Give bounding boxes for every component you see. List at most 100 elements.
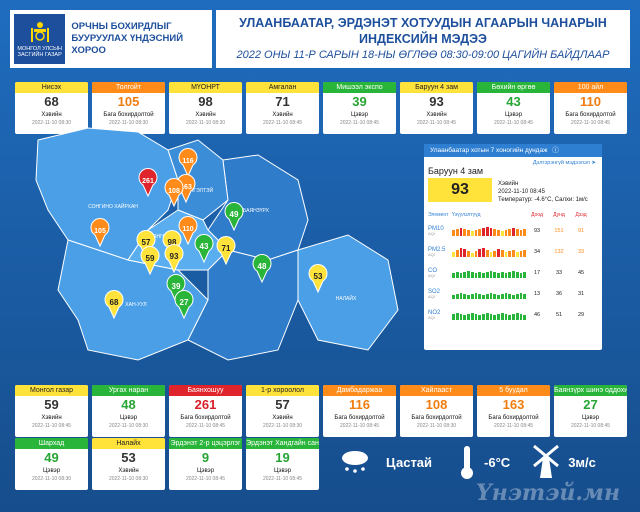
aqi-status: Бага бохирдолтой [334, 415, 385, 421]
trend-bar [478, 293, 481, 299]
station-pin[interactable]: 27 [174, 290, 194, 320]
trend-bar [467, 313, 470, 320]
trend-bar [485, 271, 489, 278]
station-pin[interactable]: 48 [252, 254, 272, 284]
org-name: ОРЧНЫ БОХИРДЛЫГ БУУРУУЛАХ ҮНДЭСНИЙ ХОРОО [71, 21, 184, 56]
trend-bar [474, 272, 478, 278]
thermometer-icon [461, 446, 474, 479]
station-pin[interactable]: 261 [138, 168, 158, 198]
aqi-value: 110 [580, 94, 601, 109]
pin-value: 108 [168, 188, 180, 195]
trend-bar [470, 293, 474, 299]
station-card[interactable]: Баянхошуу 261 Бага бохирдолтой 2022-11-10 0… [169, 385, 242, 437]
district-labels: СОНГИНО ХАЙРХАН БАЯНГОЛ ЧИНГЭЛТЭЙ БАЯНЗҮРХ Х… [88, 186, 357, 308]
station-card[interactable]: Монгол газар 59 Хэвийн 2022-11-10 08:45 [15, 385, 88, 437]
pollutant-name: SO2 AQI [428, 288, 441, 299]
station-card[interactable]: Амгалан 71 Хэвийн 2022-11-10 08:45 [246, 82, 319, 134]
station-card[interactable]: Хайлааст 108 Бага бохирдолтой 2022-11-10 08… [400, 385, 473, 437]
aqi-value: 19 [275, 450, 290, 465]
station-card[interactable]: 5 буудал 163 Бага бохирдолтой 2022-11-10 08… [477, 385, 550, 437]
pin-marker [166, 274, 186, 304]
aqi-value: 108 [425, 397, 448, 412]
trend-bar [493, 314, 496, 320]
trend-bar [519, 313, 523, 320]
district-label: БАЯНЗҮРХ [243, 208, 270, 214]
station-card[interactable]: Нисэх 68 Хэвийн 2022-11-10 08:30 [15, 82, 88, 134]
station-pin[interactable]: 43 [194, 234, 214, 264]
trend-bar [523, 228, 526, 236]
station-pin[interactable]: 53 [308, 264, 328, 294]
info-icon[interactable]: ⓘ [552, 147, 559, 154]
pin-marker [224, 202, 244, 232]
station-card[interactable]: Баянзүрх шинэ оддохийн ногоон27 Цэвэр 2022… [554, 385, 627, 437]
station-card[interactable]: Мишээл экспо 39 Цэвэр 2022-11-10 08:45 [323, 82, 396, 134]
trend-bar [493, 271, 496, 278]
station-card[interactable]: Дамбадаржаа 116 Бага бохирдолтой 2022-11-10… [323, 385, 396, 437]
aqi-value: 49 [44, 450, 59, 465]
station-pin[interactable]: 116 [178, 148, 198, 178]
trend-bar [482, 272, 485, 278]
pin-value: 57 [142, 238, 151, 247]
pin-marker [252, 254, 272, 284]
station-pin[interactable]: 93 [164, 244, 184, 274]
station-card[interactable]: 100 айл 110 Бага бохирдолтой 2022-11-10 08:… [554, 82, 627, 134]
station-card[interactable]: Бөхийн өргөө 43 Цэвэр 2022-11-10 08:45 [477, 82, 550, 134]
pin-marker [164, 178, 184, 208]
trend-bar [519, 250, 523, 257]
station-pin[interactable]: 49 [224, 202, 244, 232]
station-name: Баянзүрх шинэ оддохийн ногоон [554, 385, 627, 396]
station-pin[interactable]: 59 [140, 246, 160, 276]
trend-bar [519, 292, 523, 299]
timestamp: 2022-11-10 08:30 [416, 423, 457, 429]
station-card[interactable]: Толгойт 105 Бага бохирдолтой 2022-11-10 08:… [92, 82, 165, 134]
station-pin[interactable]: 110 [178, 216, 198, 246]
table-header: Элемент Үзүүлэлтүүд Доод Дунд Дээд [428, 212, 587, 218]
soyombo-emblem-icon [30, 21, 49, 42]
station-card[interactable]: МҮОНРТ 98 Хэвийн 2022-11-10 08:30 [169, 82, 242, 134]
trend-bar [504, 313, 508, 320]
station-card[interactable]: Ургах наран 48 Цэвэр 2022-11-10 08:30 [92, 385, 165, 437]
station-card[interactable]: 1-р хороолол 57 Хэвийн 2022-11-10 08:30 [246, 385, 319, 437]
trend-bar [470, 252, 474, 257]
station-pin[interactable]: 105 [90, 218, 110, 248]
station-name: Баруун 4 зам [400, 82, 473, 93]
trend-bars [452, 268, 526, 278]
aqi-status: Цэвэр [504, 112, 523, 118]
station-card[interactable]: Эрдэнэт 2-р цэцэрлэг 9 Цэвэр 2022-11-10 08:… [169, 438, 242, 490]
station-name: МҮОНРТ [169, 82, 242, 93]
pin-value: 261 [142, 178, 154, 185]
pin-value: 105 [94, 228, 106, 235]
trend-bar [515, 228, 519, 236]
pin-marker [136, 230, 156, 260]
pollutant-table: Элемент Үзүүлэлтүүд Доод Дунд Дээд PM10 A… [428, 212, 598, 325]
station-pin[interactable]: 71 [216, 236, 236, 266]
pollutant-row: PM10 AQI 93 151 91 [428, 220, 598, 241]
station-pin[interactable]: 68 [104, 290, 124, 320]
trend-bar [515, 312, 519, 320]
pin-value: 71 [222, 244, 231, 253]
station-pin[interactable]: 108 [164, 178, 184, 208]
timestamp: 2022-11-10 08:30 [185, 120, 226, 126]
aqi-status: Бага бохирдолтой [180, 415, 231, 421]
trend-bar [508, 228, 511, 236]
station-card[interactable]: Эрдэнэт Хандгайн сан 19 Цэвэр 2022-11-10 08… [246, 438, 319, 490]
windmill-icon [533, 444, 560, 478]
station-pin[interactable]: 57 [136, 230, 156, 260]
station-name: 1-р хороолол [246, 385, 319, 396]
station-name: Бөхийн өргөө [477, 82, 550, 93]
station-pin[interactable]: 39 [166, 274, 186, 304]
header-org: МОНГОЛ УЛСЫН ЗАСГИЙН ГАЗАР ОРЧНЫ БОХИРДЛ… [10, 10, 212, 68]
station-card[interactable]: Баруун 4 зам 93 Хэвийн 2022-11-10 08:45 [400, 82, 473, 134]
trend-bars [452, 247, 526, 257]
trend-bar [482, 247, 485, 257]
station-card[interactable]: Налайх 53 Хэвийн 2022-11-10 08:30 [92, 438, 165, 490]
station-card[interactable]: Шархад 49 Цэвэр 2022-11-10 08:30 [15, 438, 88, 490]
aqi-status: Цэвэр [350, 112, 369, 118]
aqi-value: 48 [121, 397, 136, 412]
pollutant-avg: 36 [555, 290, 563, 297]
trend-bar [455, 249, 459, 257]
pin-marker [178, 216, 198, 246]
station-name: Эрдэнэт Хандгайн сан [246, 438, 319, 449]
aqi-status: Хэвийн [118, 468, 139, 474]
details-link[interactable]: Дэлгэрэнгүй мэдээлэл ➤ [532, 160, 596, 166]
